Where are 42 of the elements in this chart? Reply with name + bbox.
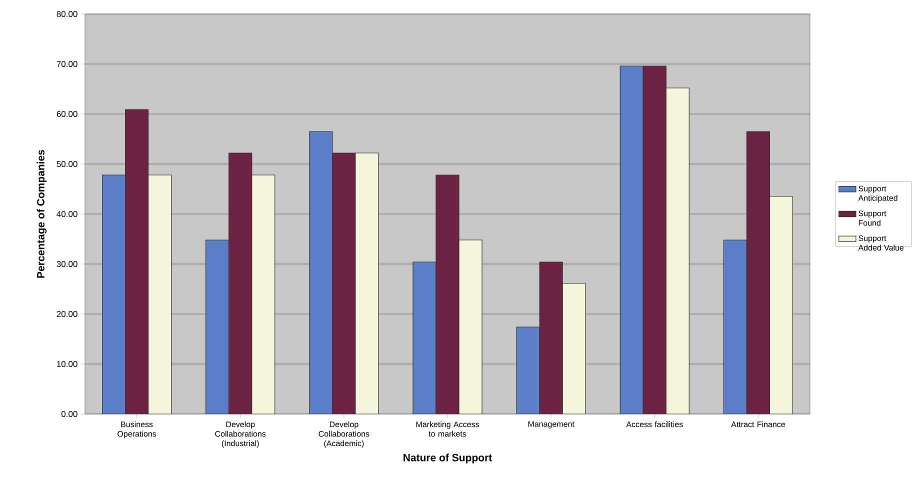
legend-label: Support Added Value (858, 235, 904, 251)
x-tick-label: Attract Finance (731, 421, 785, 428)
y-axis-title: Percentage of Companies (36, 150, 47, 278)
y-tick-label: 70.00 (56, 60, 78, 67)
legend-label: Support Found (858, 210, 886, 226)
bar (539, 262, 563, 414)
y-tick-label: 80.00 (56, 10, 78, 17)
x-tick-label: Access facilities (626, 421, 683, 428)
bar (459, 240, 482, 414)
bar (309, 131, 333, 414)
x-tick-label: Business Operations (118, 421, 156, 438)
bar (228, 152, 252, 414)
x-tick-label: Management (528, 421, 574, 428)
bar (124, 109, 149, 414)
x-axis-title: Nature of Support (404, 454, 492, 464)
legend-label: Support Anticipated (858, 186, 898, 202)
y-tick-label: 60.00 (56, 110, 78, 117)
bar (148, 174, 172, 414)
y-tick-label: 20.00 (56, 310, 78, 317)
x-tick-label: Develop Collaborations (Academic) (318, 421, 370, 448)
x-tick-label: Marketing Access to markets (416, 421, 479, 437)
bar (436, 174, 460, 414)
bar (332, 152, 356, 414)
y-tick-label: 40.00 (56, 210, 78, 217)
bar (413, 262, 436, 414)
bar (642, 66, 666, 414)
bar (620, 66, 644, 414)
bar (516, 326, 540, 414)
x-tick-label: Develop Collaborations (Industrial) (215, 421, 266, 448)
bar (723, 240, 748, 414)
y-tick-label: 30.00 (56, 260, 78, 267)
bar (252, 174, 276, 414)
y-tick-label: 10.00 (57, 360, 78, 368)
bar (562, 283, 586, 414)
bar (206, 240, 230, 414)
bar (102, 174, 126, 414)
bar (746, 131, 770, 414)
bar (666, 88, 690, 414)
bar (355, 152, 379, 414)
y-tick-label: 50.00 (56, 160, 78, 167)
y-tick-label: 0.00 (61, 410, 78, 418)
bar (769, 196, 794, 414)
